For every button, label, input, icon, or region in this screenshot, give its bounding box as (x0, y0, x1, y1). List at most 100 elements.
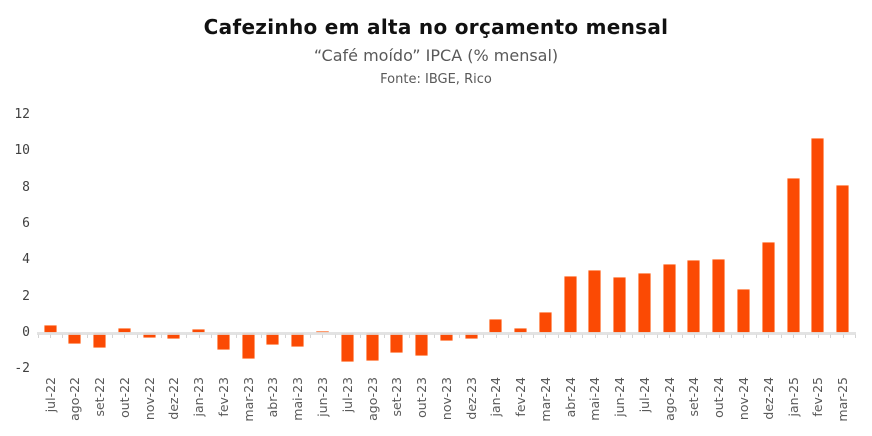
axis-tick (731, 334, 732, 338)
x-tick-label-dez-23: dez-23 (463, 377, 479, 420)
axis-tick (520, 334, 522, 338)
axis-tick (186, 334, 188, 338)
axis-tick (619, 334, 621, 338)
x-tick-label-fev-25: fev-25 (810, 377, 826, 417)
page-title: Cafezinho em alta no orçamento mensal (203, 15, 669, 39)
bar-mar-24 (538, 312, 552, 333)
bar-jul-23 (340, 333, 354, 363)
y-tick-label: 12 (14, 107, 30, 122)
bar-abr-24 (563, 275, 577, 333)
axis-tick (322, 334, 324, 338)
y-tick-label: 6 (22, 216, 30, 231)
x-tick-label-mar-24: mar-24 (537, 377, 553, 422)
axis-tick (433, 334, 435, 338)
axis-tick (842, 334, 844, 338)
axis-tick (656, 334, 658, 338)
axis-tick (334, 334, 336, 338)
axis-tick (310, 334, 311, 338)
x-tick-label-jul-24: jul-24 (636, 377, 652, 413)
axis-tick (111, 334, 113, 338)
x-tick-label-jun-23: jun-23 (314, 377, 330, 417)
bar-jun-24 (613, 276, 627, 333)
axis-tick (37, 334, 39, 338)
x-axis-line (37, 331, 856, 335)
y-tick-label: 2 (22, 288, 30, 304)
axis-tick (669, 334, 671, 338)
y-tick-label: 0 (22, 325, 30, 340)
x-tick-label-set-23: set-23 (389, 377, 405, 417)
axis-tick (495, 334, 497, 338)
bar-jul-24 (637, 273, 651, 333)
x-tick-label-nov-23: nov-23 (438, 377, 454, 421)
x-tick-label-mar-23: mar-23 (240, 377, 256, 422)
x-tick-label-fev-24: fev-24 (513, 377, 528, 417)
x-tick-label-abr-24: abr-24 (562, 377, 578, 418)
axis-tick (681, 334, 683, 338)
x-tick-label-ago-24: ago-24 (661, 377, 677, 421)
axis-tick (508, 334, 510, 338)
bar-ago-22 (68, 333, 82, 344)
axis-tick (211, 334, 212, 338)
bar-jan-25 (786, 177, 800, 333)
x-tick-label-nov-24: nov-24 (735, 377, 751, 421)
y-tick-label: 4 (22, 252, 30, 268)
bar-abr-23 (266, 333, 280, 345)
axis-tick (260, 334, 262, 338)
bar-set-24 (687, 260, 701, 333)
bar-mai-24 (588, 270, 602, 333)
x-tick-label-nov-22: nov-22 (141, 377, 157, 421)
bar-dez-24 (761, 242, 775, 333)
bar-out-24 (712, 259, 726, 333)
axis-tick (483, 334, 485, 338)
x-tick-label-jul-22: jul-22 (42, 377, 58, 413)
x-tick-label-out-24: out-24 (711, 377, 727, 418)
axis-tick (570, 334, 572, 338)
axis-tick (718, 334, 720, 338)
axis-tick (409, 334, 411, 338)
x-tick-label-dez-24: dez-24 (760, 377, 776, 420)
y-tick-label: -2 (14, 361, 30, 377)
x-tick-label-ago-22: ago-22 (67, 377, 83, 421)
axis-tick (557, 334, 559, 338)
axis-tick (359, 334, 361, 338)
axis-tick (87, 334, 89, 338)
bar-nov-24 (736, 289, 750, 333)
axis-tick (532, 334, 534, 338)
axis-tick (830, 334, 832, 338)
bar-mai-23 (291, 333, 305, 347)
chart-source: Fonte: IBGE, Rico (380, 72, 492, 87)
x-tick-label-fev-23: fev-23 (215, 377, 231, 417)
bar-fev-25 (811, 137, 825, 333)
bar-set-23 (390, 333, 404, 353)
axis-tick (136, 334, 138, 338)
y-tick-label: 8 (22, 179, 30, 195)
axis-tick (285, 334, 287, 338)
axis-tick (780, 334, 782, 338)
x-tick-label-dez-22: dez-22 (166, 377, 182, 420)
axis-tick (62, 334, 64, 338)
axis-tick (743, 334, 745, 338)
bar-mar-25 (836, 184, 849, 333)
bar-mar-23 (241, 333, 255, 360)
bar-fev-23 (216, 333, 230, 351)
y-tick-label: 10 (14, 143, 30, 159)
x-tick-label-set-22: set-22 (92, 377, 107, 417)
axis-tick (124, 334, 126, 338)
bar-set-22 (93, 333, 106, 349)
axis-tick (693, 334, 695, 338)
bar-ago-24 (662, 264, 676, 333)
x-tick-label-jul-23: jul-23 (339, 377, 355, 413)
x-tick-label-abr-23: abr-23 (265, 377, 281, 418)
x-tick-label-mai-24: mai-24 (587, 377, 603, 421)
x-tick-label-jan-23: jan-23 (191, 377, 207, 417)
x-tick-label-out-22: out-22 (116, 377, 132, 418)
axis-tick (50, 334, 51, 338)
axis-tick (632, 334, 633, 338)
axis-tick (545, 334, 547, 338)
axis-tick (594, 334, 596, 338)
axis-tick (644, 334, 646, 338)
axis-tick (458, 334, 460, 338)
bar-out-23 (415, 333, 428, 356)
